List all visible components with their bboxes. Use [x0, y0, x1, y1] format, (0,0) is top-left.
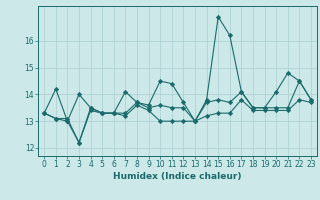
X-axis label: Humidex (Indice chaleur): Humidex (Indice chaleur) — [113, 172, 242, 181]
